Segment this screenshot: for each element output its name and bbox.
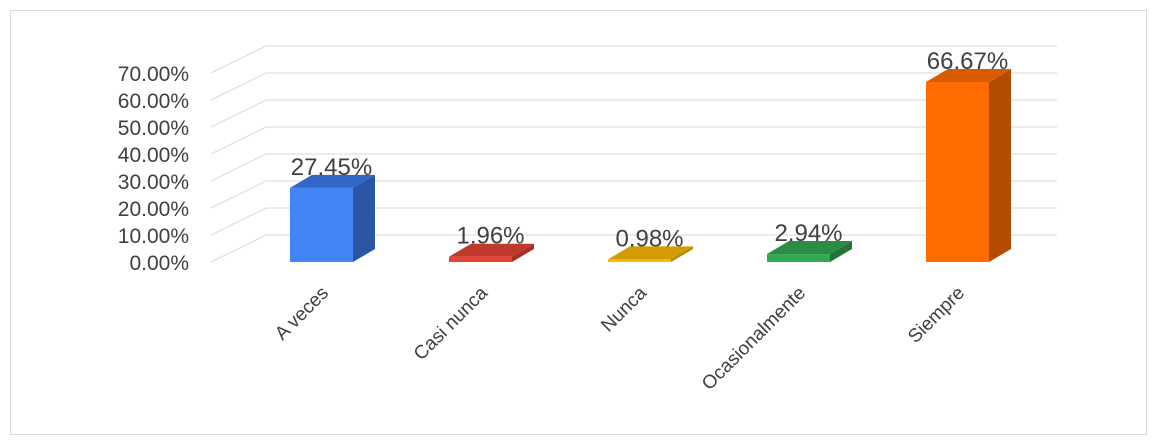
gridline <box>210 99 1057 128</box>
chart-frame: 0.00% 10.00% 20.00% 30.00% 40.00% 50.00% 60.00… <box>10 10 1147 435</box>
gridline <box>210 72 1057 101</box>
gridline <box>210 207 1057 236</box>
gridline <box>210 180 1057 209</box>
bar-side <box>989 68 1011 262</box>
bar-side <box>830 241 852 262</box>
y-tick-label: 0.00% <box>129 252 189 275</box>
bar-ocasionalmente <box>767 241 852 262</box>
bar-top <box>449 243 534 257</box>
bar-side <box>512 243 534 262</box>
gridline <box>210 153 1057 182</box>
bar-front <box>608 259 671 262</box>
data-label: 2.94% <box>774 220 842 247</box>
data-label: 1.96% <box>456 223 524 250</box>
y-tick-label: 70.00% <box>118 63 189 86</box>
data-label: 27.45% <box>291 154 372 181</box>
bar-top <box>290 174 375 188</box>
bar-front <box>926 81 989 262</box>
gridline <box>210 234 1057 263</box>
x-tick-label: A veces <box>271 283 333 345</box>
bar-casi-nunca <box>449 243 534 262</box>
y-tick-label: 50.00% <box>118 117 189 140</box>
x-tick-label: Siempre <box>904 283 969 348</box>
data-label: 0.98% <box>615 225 683 252</box>
y-tick-label: 60.00% <box>118 90 189 113</box>
bar-side <box>671 246 693 262</box>
y-tick-label: 40.00% <box>118 144 189 167</box>
gridline <box>210 45 1057 74</box>
bar-front <box>449 256 512 262</box>
bar-front <box>767 254 830 262</box>
bar-top <box>608 246 693 260</box>
bar-a-veces <box>290 174 375 262</box>
y-tick-label: 20.00% <box>118 198 189 221</box>
bar-side <box>353 174 375 262</box>
x-tick-label: Nunca <box>597 282 651 336</box>
bar-top <box>926 68 1011 82</box>
bar-top <box>767 241 852 255</box>
bar-chart: 0.00% 10.00% 20.00% 30.00% 40.00% 50.00% 60.00… <box>118 45 1057 395</box>
data-label: 66.67% <box>927 48 1008 75</box>
y-tick-label: 30.00% <box>118 171 189 194</box>
x-tick-label: Ocasionalmente <box>698 283 810 395</box>
bar-siempre <box>926 68 1011 262</box>
x-tick-label: Casi nunca <box>410 282 492 364</box>
y-tick-label: 10.00% <box>118 225 189 248</box>
bar-front <box>290 187 353 262</box>
gridline <box>210 126 1057 155</box>
bar-nunca <box>608 246 693 262</box>
